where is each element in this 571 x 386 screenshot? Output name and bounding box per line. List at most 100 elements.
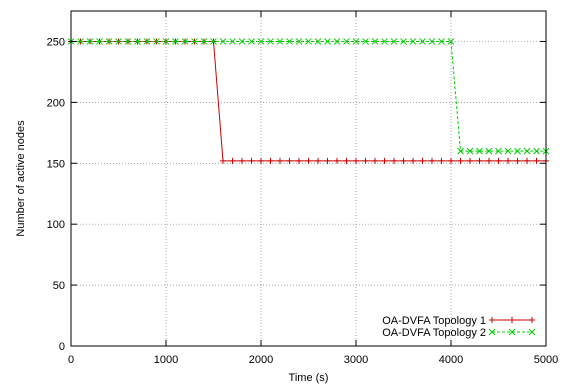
data-point xyxy=(258,157,264,164)
data-point xyxy=(381,157,388,164)
data-point xyxy=(514,157,521,164)
legend-label: OA-DVFA Topology 2 xyxy=(382,327,486,339)
series-1 xyxy=(68,38,549,164)
data-point xyxy=(391,157,397,164)
data-point xyxy=(524,157,530,164)
series-2 xyxy=(67,38,550,155)
y-tick-label: 200 xyxy=(47,97,65,109)
data-point xyxy=(400,38,407,45)
data-point xyxy=(248,38,255,45)
data-point xyxy=(390,38,398,45)
data-point xyxy=(533,157,540,164)
legend-label: OA-DVFA Topology 1 xyxy=(382,315,486,327)
data-point xyxy=(248,157,255,164)
data-point xyxy=(334,157,340,164)
data-point xyxy=(381,38,388,45)
data-point xyxy=(267,38,274,45)
data-point xyxy=(514,147,521,155)
grid xyxy=(71,11,546,346)
data-point xyxy=(372,157,378,164)
legend-marker xyxy=(509,317,515,323)
data-point xyxy=(286,157,293,164)
data-point xyxy=(143,38,151,45)
x-tick-label: 2000 xyxy=(249,354,273,366)
data-point xyxy=(419,157,426,164)
series-line xyxy=(71,40,546,152)
data-point xyxy=(533,147,540,155)
data-point xyxy=(96,38,103,45)
data-point xyxy=(438,157,445,164)
data-point xyxy=(220,157,226,164)
y-tick-label: 250 xyxy=(47,36,65,48)
data-point xyxy=(429,157,435,164)
data-point xyxy=(495,147,502,155)
data-point xyxy=(523,147,531,155)
data-point xyxy=(286,38,293,45)
data-point xyxy=(467,157,473,164)
data-point xyxy=(324,157,331,164)
data-point xyxy=(447,38,455,45)
y-axis-label: Number of active nodes xyxy=(15,120,27,237)
series-layer xyxy=(67,38,550,164)
data-point xyxy=(409,38,417,45)
data-point xyxy=(466,147,474,155)
data-point xyxy=(134,38,141,45)
y-tick-label: 150 xyxy=(47,158,65,170)
data-point xyxy=(296,157,302,164)
legend-marker xyxy=(528,328,536,336)
data-point xyxy=(495,157,502,164)
ticks: 0 50 100 150 200 250 0 1000 2000 3000 4000 5000 xyxy=(47,11,558,366)
data-point xyxy=(457,147,464,155)
data-point xyxy=(315,157,321,164)
data-point xyxy=(314,38,322,45)
legend-marker xyxy=(508,328,516,336)
data-point xyxy=(229,157,236,164)
data-point xyxy=(305,157,312,164)
data-point xyxy=(352,38,360,45)
series-line xyxy=(71,40,546,162)
data-point xyxy=(238,38,246,45)
data-point xyxy=(457,157,464,164)
data-point xyxy=(476,147,483,155)
y-tick-label: 50 xyxy=(53,280,65,292)
data-point xyxy=(305,38,312,45)
data-point xyxy=(172,38,179,45)
data-point xyxy=(267,157,274,164)
x-tick-label: 5000 xyxy=(534,354,558,366)
data-point xyxy=(362,157,369,164)
data-point xyxy=(486,157,492,164)
data-point xyxy=(353,157,359,164)
data-point xyxy=(277,157,283,164)
x-tick-label: 0 xyxy=(68,354,74,366)
legend-marker xyxy=(529,317,535,323)
data-point xyxy=(476,157,483,164)
data-point xyxy=(504,147,512,155)
data-point xyxy=(485,147,493,155)
data-point xyxy=(239,157,245,164)
data-point xyxy=(153,38,160,45)
data-point xyxy=(219,38,227,45)
data-point xyxy=(124,38,132,45)
x-tick-label: 1000 xyxy=(154,354,178,366)
data-point xyxy=(86,38,94,45)
data-point xyxy=(191,38,198,45)
data-point xyxy=(400,157,407,164)
data-point xyxy=(77,38,84,45)
y-tick-label: 0 xyxy=(59,341,65,353)
data-point xyxy=(343,157,350,164)
data-point xyxy=(210,38,217,45)
data-point xyxy=(362,38,369,45)
data-point xyxy=(419,38,426,45)
y-tick-label: 100 xyxy=(47,219,65,231)
data-point xyxy=(295,38,303,45)
data-point xyxy=(371,38,379,45)
legend-marker xyxy=(489,317,495,323)
data-point xyxy=(324,38,331,45)
data-point xyxy=(181,38,189,45)
legend-marker xyxy=(488,328,496,336)
data-point xyxy=(276,38,284,45)
data-point xyxy=(105,38,113,45)
data-point xyxy=(343,38,350,45)
data-point xyxy=(448,157,454,164)
data-point xyxy=(428,38,436,45)
